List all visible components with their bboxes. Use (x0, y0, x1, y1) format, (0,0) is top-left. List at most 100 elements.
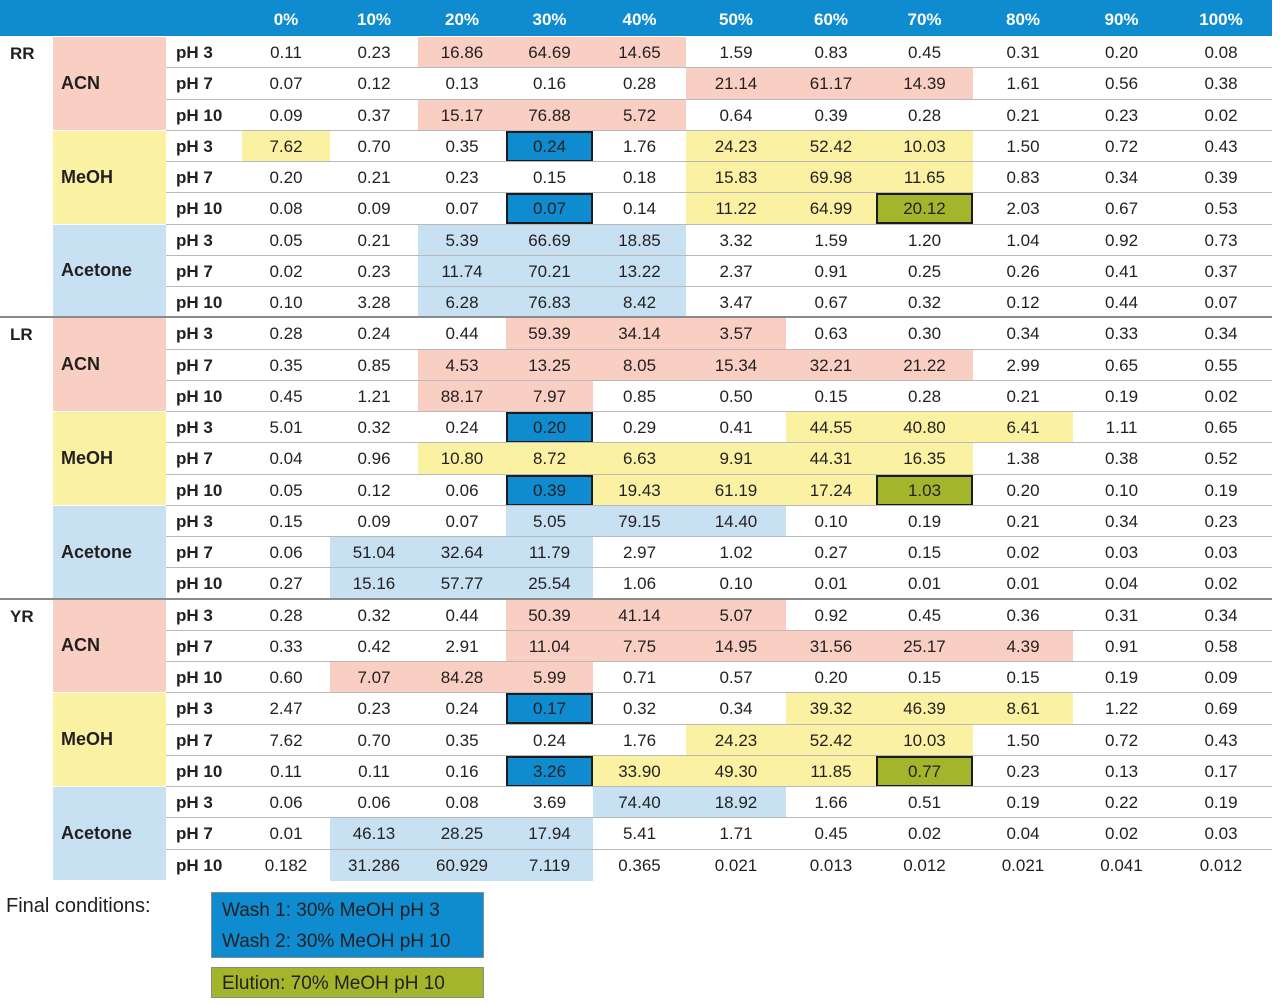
table-cell: 1.11 (1105, 418, 1138, 437)
table-cell: 0.28 (622, 74, 657, 94)
table-cell: 0.83 (814, 43, 848, 62)
row-divider (166, 817, 1272, 819)
table-cell: 0.12 (357, 480, 391, 500)
table-cell: 6.63 (593, 443, 686, 475)
table-cell: 0.20 (814, 668, 848, 687)
table-cell: 52.42 (786, 130, 876, 162)
table-cell: 60.929 (418, 849, 506, 881)
table-cell: 0.41 (719, 418, 753, 437)
ph-label: pH 10 (176, 761, 223, 781)
table-cell: 0.56 (1104, 74, 1139, 94)
table-cell: 0.36 (1006, 605, 1040, 625)
table-cell: 0.07 (269, 74, 303, 94)
table-cell: 0.63 (814, 324, 848, 344)
table-cell: 0.34 (1104, 168, 1139, 187)
table-cell: 0.42 (357, 636, 391, 656)
legend-wash1-label: Wash 1: 30% MeOH pH 3 (222, 900, 440, 921)
table-cell: 0.38 (1204, 74, 1238, 94)
table-cell: 0.12 (1006, 293, 1040, 312)
table-cell: 0.16 (532, 74, 567, 94)
ph-label: pH 3 (176, 136, 213, 156)
table-cell: 0.11 (270, 761, 302, 781)
table-cell: 14.95 (686, 630, 786, 662)
solvent-label: ACN (53, 37, 166, 130)
table-cell: 0.64 (719, 105, 753, 125)
table-cell: 1.59 (719, 43, 753, 62)
table-cell: 0.72 (1104, 136, 1139, 156)
table-cell: 0.06 (269, 543, 303, 562)
table-cell: 0.83 (1006, 168, 1040, 187)
table-cell: 0.28 (269, 324, 303, 344)
ph-label: pH 3 (176, 511, 213, 531)
ph-label: pH 7 (176, 824, 213, 844)
table-cell: 9.91 (686, 443, 786, 475)
table-cell: 0.24 (532, 730, 567, 750)
row-divider (166, 754, 1272, 756)
table-cell: 61.17 (786, 68, 876, 100)
table-cell: 0.43 (1204, 730, 1238, 750)
table-cell: 1.03 (876, 474, 973, 506)
table-cell: 69.98 (786, 162, 876, 193)
row-divider (166, 723, 1272, 725)
table-cell: 0.44 (445, 605, 479, 625)
row-divider (166, 848, 1272, 850)
table-cell: 31.56 (786, 630, 876, 662)
header-row: 0% 10% 20% 30% 40% 50% 60% 70% 80% 90% 100% (0, 0, 1272, 36)
table-cell: 0.01 (269, 824, 303, 844)
solvent-label: Acetone (53, 787, 166, 880)
table-cell: 0.15 (907, 668, 942, 687)
table-cell: 0.71 (622, 668, 657, 687)
row-divider (166, 692, 1272, 694)
table-cell: 84.28 (418, 662, 506, 693)
row-divider (166, 661, 1272, 662)
table-cell: 0.34 (1204, 605, 1238, 625)
column-header: 90% (1104, 10, 1139, 29)
table-cell: 40.80 (876, 412, 973, 443)
table-cell: 5.01 (269, 418, 303, 437)
table-cell: 0.17 (506, 693, 593, 725)
table-cell: 0.09 (1204, 668, 1238, 687)
table-cell: 0.365 (618, 855, 661, 875)
table-cell: 0.30 (907, 324, 942, 344)
table-cell: 0.31 (1104, 605, 1139, 625)
table-cell: 10.03 (876, 724, 973, 756)
row-divider (166, 254, 1272, 256)
table-cell: 64.69 (506, 37, 593, 68)
row-divider (166, 567, 1272, 569)
table-cell: 0.07 (445, 199, 479, 219)
table-cell: 0.57 (719, 668, 753, 687)
table-cell: 0.08 (445, 793, 479, 812)
table-cell: 1.66 (814, 793, 848, 812)
table-cell: 25.54 (506, 568, 593, 600)
table-cell: 0.03 (1104, 543, 1139, 562)
table-cell: 0.12 (357, 74, 391, 94)
table-cell: 79.15 (593, 505, 686, 537)
solvent-label: ACN (53, 599, 166, 693)
table-cell: 0.34 (1104, 511, 1139, 531)
table-cell: 0.34 (1006, 324, 1040, 344)
table-cell: 0.07 (1204, 293, 1238, 312)
table-cell: 0.04 (1006, 824, 1040, 844)
table-cell: 1.50 (1006, 730, 1040, 750)
table-cell: 5.07 (686, 599, 786, 631)
table-cell: 0.13 (1104, 761, 1139, 781)
table-cell: 0.04 (269, 449, 303, 469)
table-cell: 7.07 (330, 662, 418, 693)
table-cell: 0.21 (1006, 105, 1040, 125)
table-cell: 0.39 (814, 105, 848, 125)
table-cell: 0.33 (1104, 324, 1139, 344)
table-cell: 1.04 (1006, 230, 1040, 250)
table-cell: 0.24 (357, 324, 391, 344)
column-header: 0% (273, 10, 299, 29)
table-cell: 0.35 (445, 730, 479, 750)
row-divider (166, 161, 1272, 162)
table-cell: 8.05 (593, 349, 686, 381)
table-cell: 0.16 (445, 761, 479, 781)
table-cell: 0.13 (445, 74, 479, 94)
row-divider (166, 348, 1272, 350)
table-cell: 50.39 (506, 599, 593, 631)
ph-label: pH 3 (176, 43, 213, 62)
table-cell: 0.012 (1199, 855, 1243, 875)
table-cell: 0.41 (1104, 261, 1139, 281)
analyte-label: LR (10, 325, 33, 345)
